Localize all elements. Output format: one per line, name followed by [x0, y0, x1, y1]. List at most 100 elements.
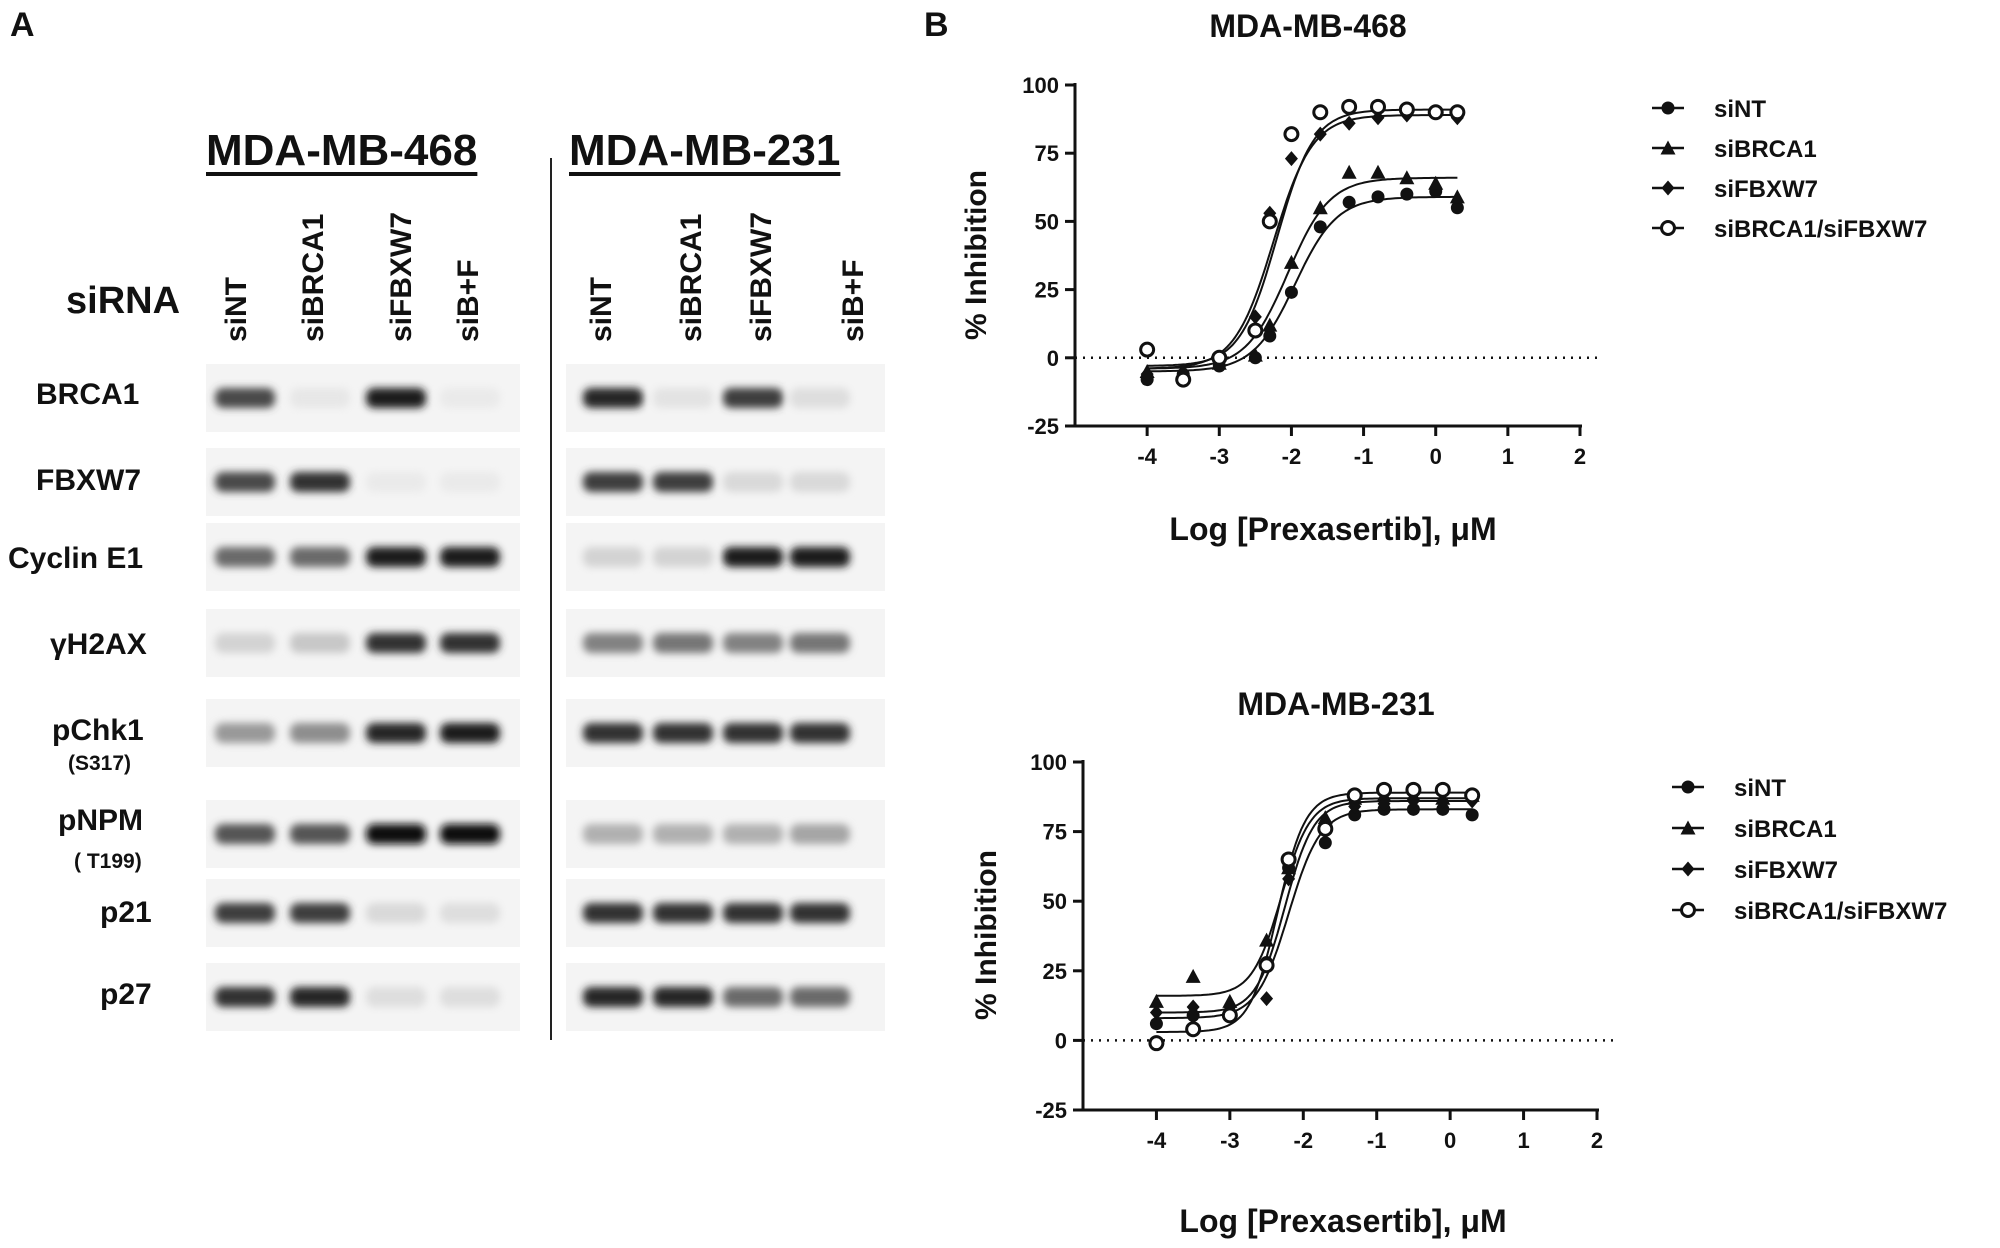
y-tick-label: 25	[1043, 959, 1067, 984]
blot-band	[723, 547, 783, 567]
row-label-cyclin-e1: Cyclin E1	[8, 542, 144, 575]
legend-label: siBRCA1/siFBXW7	[1734, 898, 1947, 925]
y-tick-label: -25	[1027, 414, 1059, 439]
blot-band	[215, 987, 275, 1007]
blot-band	[583, 723, 643, 743]
blot-band	[440, 472, 500, 492]
data-point-sifbxw7	[1377, 796, 1391, 812]
panel-label-b: B	[924, 6, 949, 44]
legend-label: siNT	[1714, 96, 1766, 123]
data-point-sibrca1-sifbxw7	[1312, 104, 1329, 121]
blot-band	[215, 547, 275, 567]
sirna-label: siRNA	[66, 280, 181, 322]
data-point-sibrca1	[1283, 254, 1299, 269]
chart-1: MDA-MB-468 Log [Prexasertib], μM % Inhibit…	[960, 8, 1927, 547]
data-point-sifbxw7	[1248, 309, 1262, 325]
blot-band	[290, 824, 350, 844]
blot-band	[215, 388, 275, 408]
legend-marker	[1680, 820, 1696, 835]
blot-title-231: MDA-MB-231	[569, 126, 841, 175]
blot-band	[290, 903, 350, 923]
legend-label: siBRCA1	[1714, 136, 1817, 163]
blot-band	[653, 633, 713, 653]
legend-label: siBRCA1	[1734, 816, 1837, 843]
blot-band	[583, 987, 643, 1007]
blot-band	[790, 987, 850, 1007]
data-point-sibrca1	[1312, 200, 1328, 215]
blot-band	[215, 824, 275, 844]
blot-band	[366, 903, 426, 923]
blot-band	[723, 723, 783, 743]
legend-marker	[1660, 140, 1676, 155]
data-point-sibrca1-sifbxw7	[1376, 781, 1393, 798]
legend-label: siNT	[1734, 775, 1786, 802]
data-point-sifbxw7	[1436, 793, 1450, 809]
data-point-sibrca1-sifbxw7	[1280, 851, 1297, 868]
data-point-sint	[1371, 190, 1385, 204]
blot-band	[790, 547, 850, 567]
blot-band	[440, 388, 500, 408]
y-tick-label: 50	[1035, 209, 1059, 234]
blot-band	[290, 388, 350, 408]
blot-band	[440, 903, 500, 923]
data-point-sint	[1400, 187, 1414, 201]
fit-curve-sint	[1156, 808, 1473, 1020]
blot-divider	[550, 158, 552, 1040]
legend-label: siFBXW7	[1714, 176, 1818, 203]
data-point-sibrca1-sifbxw7	[1175, 371, 1192, 388]
blot-band	[790, 723, 850, 743]
data-point-sibrca1	[1341, 164, 1357, 179]
y-tick-label: 75	[1043, 820, 1067, 845]
data-point-sibrca1-sifbxw7	[1464, 787, 1481, 804]
blot-band	[215, 633, 275, 653]
blot-band	[440, 723, 500, 743]
blot-band	[366, 987, 426, 1007]
blot-band	[790, 633, 850, 653]
data-point-sint	[1313, 220, 1327, 234]
blot-band	[440, 987, 500, 1007]
y-tick-label: 0	[1055, 1028, 1067, 1053]
data-point-sint	[1284, 285, 1298, 299]
y-tick-label: 100	[1030, 750, 1067, 775]
blot-band	[366, 472, 426, 492]
data-point-sibrca1-sifbxw7	[1434, 781, 1451, 798]
row-label-pnpm: pNPM	[58, 804, 143, 837]
blot-band	[290, 987, 350, 1007]
data-point-sibrca1-sifbxw7	[1341, 98, 1358, 115]
chart-title: MDA-MB-468	[1209, 8, 1406, 44]
blot-band	[723, 903, 783, 923]
blot-band	[215, 472, 275, 492]
row-sublabel-pnpm: ( T199)	[74, 850, 142, 873]
y-tick-label: 75	[1035, 141, 1059, 166]
panel-label-a: A	[10, 6, 35, 44]
blot-band	[653, 472, 713, 492]
data-point-sifbxw7	[1284, 151, 1298, 167]
blot-title-468: MDA-MB-468	[206, 126, 478, 175]
row-label-p21: p21	[100, 896, 152, 929]
blot-band	[366, 633, 426, 653]
blot-band	[583, 903, 643, 923]
blot-band	[583, 547, 643, 567]
y-axis-label: % Inhibition	[970, 850, 1003, 1020]
blot-band	[723, 472, 783, 492]
data-point-sibrca1-sifbxw7	[1261, 213, 1278, 230]
blot-band	[366, 547, 426, 567]
x-tick-label: -3	[1210, 444, 1230, 469]
blot-band	[790, 903, 850, 923]
data-point-sifbxw7	[1313, 126, 1327, 142]
x-tick-label: -2	[1282, 444, 1302, 469]
blot-band	[653, 723, 713, 743]
data-point-sibrca1	[1148, 993, 1164, 1008]
blot-band	[723, 633, 783, 653]
chart-title: MDA-MB-231	[1237, 686, 1434, 722]
blot-band	[653, 824, 713, 844]
fit-curve-sibrca1	[1147, 176, 1458, 370]
data-point-sint	[1348, 808, 1362, 822]
data-point-sibrca1-sifbxw7	[1185, 1021, 1202, 1038]
blot-band	[440, 824, 500, 844]
blot-band	[723, 388, 783, 408]
data-point-sibrca1-sifbxw7	[1427, 104, 1444, 121]
x-tick-label: -4	[1147, 1128, 1167, 1153]
